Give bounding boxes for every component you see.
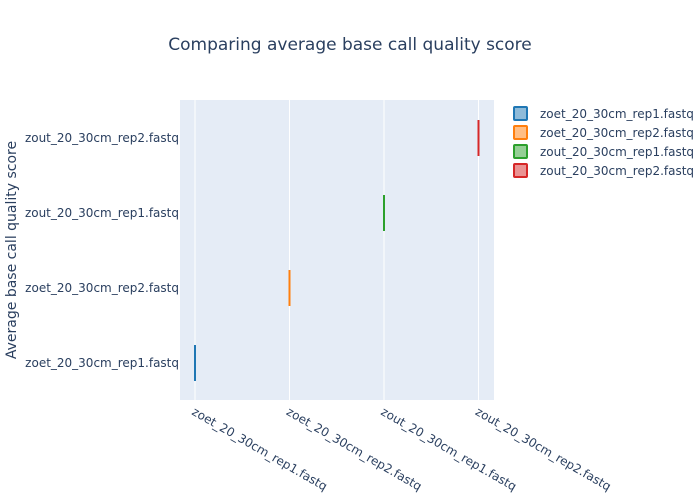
legend-label: zout_20_30cm_rep2.fastq	[540, 164, 694, 178]
legend-item[interactable]: zoet_20_30cm_rep1.fastq	[513, 106, 694, 121]
legend-item[interactable]: zout_20_30cm_rep1.fastq	[513, 144, 694, 159]
plot-area	[180, 100, 494, 400]
y-tick-label: zoet_20_30cm_rep1.fastq	[25, 356, 179, 370]
x-axis-ticks: zoet_20_30cm_rep1.fastqzoet_20_30cm_rep2…	[190, 404, 614, 493]
y-axis-ticks: zoet_20_30cm_rep1.fastq zoet_20_30cm_rep2…	[25, 131, 179, 370]
legend[interactable]: zoet_20_30cm_rep1.fastq zoet_20_30cm_rep2…	[513, 106, 694, 178]
y-axis-title: Average base call quality score	[4, 141, 20, 359]
legend-swatch	[513, 144, 528, 159]
legend-item[interactable]: zoet_20_30cm_rep2.fastq	[513, 125, 694, 140]
y-tick-label: zout_20_30cm_rep1.fastq	[25, 206, 179, 220]
y-tick-label: zout_20_30cm_rep2.fastq	[25, 131, 179, 145]
chart-title: Comparing average base call quality scor…	[168, 35, 532, 55]
y-tick-label: zoet_20_30cm_rep2.fastq	[25, 281, 179, 295]
legend-label: zoet_20_30cm_rep2.fastq	[540, 126, 694, 140]
box-marks	[194, 120, 480, 381]
legend-swatch	[513, 125, 528, 140]
legend-label: zout_20_30cm_rep1.fastq	[540, 145, 694, 159]
legend-item[interactable]: zout_20_30cm_rep2.fastq	[513, 163, 694, 178]
legend-label: zoet_20_30cm_rep1.fastq	[540, 107, 694, 121]
legend-swatch	[513, 163, 528, 178]
legend-swatch	[513, 106, 528, 121]
